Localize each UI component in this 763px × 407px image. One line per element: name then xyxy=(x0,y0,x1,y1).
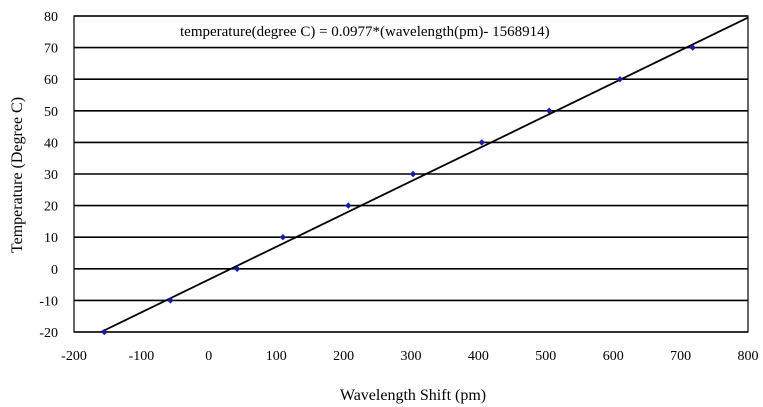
x-tick-label: 300 xyxy=(401,349,422,364)
x-tick-label: 500 xyxy=(535,349,556,364)
data-point xyxy=(167,297,174,304)
x-tick-label: -100 xyxy=(129,349,155,364)
y-tick-label: 40 xyxy=(44,136,58,151)
x-tick-label: -200 xyxy=(61,349,87,364)
plot-border xyxy=(73,15,749,333)
y-tick-label: -10 xyxy=(39,294,58,309)
y-axis-label: Temperature (Degree C) xyxy=(9,97,26,253)
x-tick-label: 800 xyxy=(738,349,759,364)
data-point xyxy=(689,44,696,51)
x-tick-label: 600 xyxy=(603,349,624,364)
y-tick-label: 0 xyxy=(51,263,58,278)
x-tick-label: 100 xyxy=(266,349,287,364)
x-tick-labels: -200 -100 0 100 200 300 400 500 600 700 800 xyxy=(61,349,758,364)
y-tick-label: 70 xyxy=(44,42,58,57)
x-axis-label: Wavelength Shift (pm) xyxy=(340,387,486,404)
plot-area xyxy=(73,15,749,333)
data-point xyxy=(616,76,624,83)
y-tick-label: -20 xyxy=(39,326,58,341)
y-tick-label: 60 xyxy=(44,73,58,88)
trendline-group xyxy=(100,16,749,333)
data-point xyxy=(233,265,241,272)
y-tick-label: 50 xyxy=(44,105,58,120)
equation-annotation: temperature(degree C) = 0.0977*(waveleng… xyxy=(180,24,550,40)
data-point xyxy=(279,234,287,241)
data-points xyxy=(101,44,696,336)
x-tick-label: 200 xyxy=(333,349,354,364)
x-tick-label: 700 xyxy=(670,349,691,364)
y-tick-label: 10 xyxy=(44,231,58,246)
x-tick-label: 400 xyxy=(468,349,489,364)
data-point xyxy=(101,328,108,336)
trendline xyxy=(100,16,749,333)
x-tick-label: 0 xyxy=(205,349,212,364)
y-tick-labels: -20 -10 0 10 20 30 40 50 60 70 80 xyxy=(39,10,58,341)
y-tick-label: 80 xyxy=(44,10,58,25)
data-point xyxy=(545,107,553,114)
y-tick-label: 30 xyxy=(44,168,58,183)
data-point xyxy=(345,202,352,209)
data-point xyxy=(409,170,417,178)
y-tick-label: 20 xyxy=(44,200,58,215)
data-point xyxy=(478,139,485,146)
